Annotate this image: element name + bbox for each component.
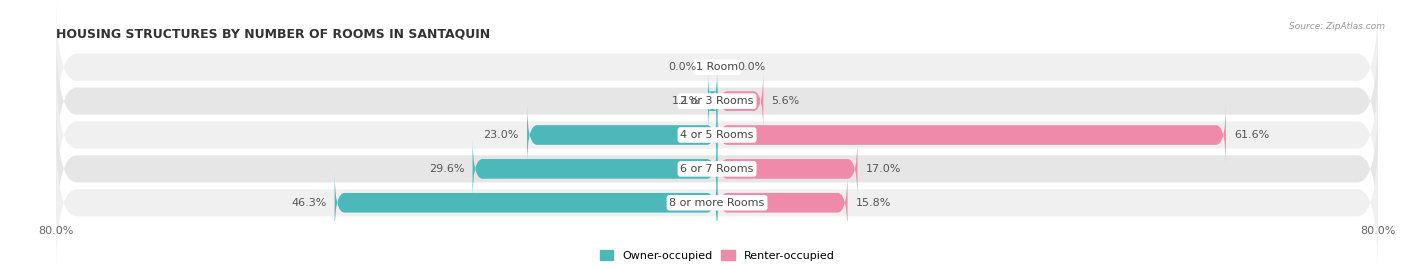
FancyBboxPatch shape <box>527 104 717 166</box>
FancyBboxPatch shape <box>717 70 763 132</box>
Text: 61.6%: 61.6% <box>1234 130 1270 140</box>
Text: 4 or 5 Rooms: 4 or 5 Rooms <box>681 130 754 140</box>
FancyBboxPatch shape <box>717 104 1226 166</box>
Text: 29.6%: 29.6% <box>429 164 464 174</box>
Text: 5.6%: 5.6% <box>772 96 800 106</box>
Text: 1 Room: 1 Room <box>696 62 738 72</box>
Text: 46.3%: 46.3% <box>291 198 326 208</box>
Text: 17.0%: 17.0% <box>866 164 901 174</box>
Text: 0.0%: 0.0% <box>738 62 766 72</box>
FancyBboxPatch shape <box>56 30 1378 172</box>
Text: Source: ZipAtlas.com: Source: ZipAtlas.com <box>1289 22 1385 31</box>
Text: HOUSING STRUCTURES BY NUMBER OF ROOMS IN SANTAQUIN: HOUSING STRUCTURES BY NUMBER OF ROOMS IN… <box>56 28 491 40</box>
FancyBboxPatch shape <box>335 172 717 234</box>
FancyBboxPatch shape <box>472 138 717 200</box>
Text: 2 or 3 Rooms: 2 or 3 Rooms <box>681 96 754 106</box>
Text: 0.0%: 0.0% <box>668 62 696 72</box>
Text: 23.0%: 23.0% <box>484 130 519 140</box>
Text: 15.8%: 15.8% <box>856 198 891 208</box>
Text: 8 or more Rooms: 8 or more Rooms <box>669 198 765 208</box>
FancyBboxPatch shape <box>707 70 718 132</box>
FancyBboxPatch shape <box>56 0 1378 139</box>
Legend: Owner-occupied, Renter-occupied: Owner-occupied, Renter-occupied <box>596 247 838 264</box>
Text: 6 or 7 Rooms: 6 or 7 Rooms <box>681 164 754 174</box>
Text: 1.1%: 1.1% <box>672 96 700 106</box>
FancyBboxPatch shape <box>717 138 858 200</box>
FancyBboxPatch shape <box>56 98 1378 240</box>
FancyBboxPatch shape <box>56 131 1378 270</box>
FancyBboxPatch shape <box>717 172 848 234</box>
FancyBboxPatch shape <box>56 64 1378 206</box>
